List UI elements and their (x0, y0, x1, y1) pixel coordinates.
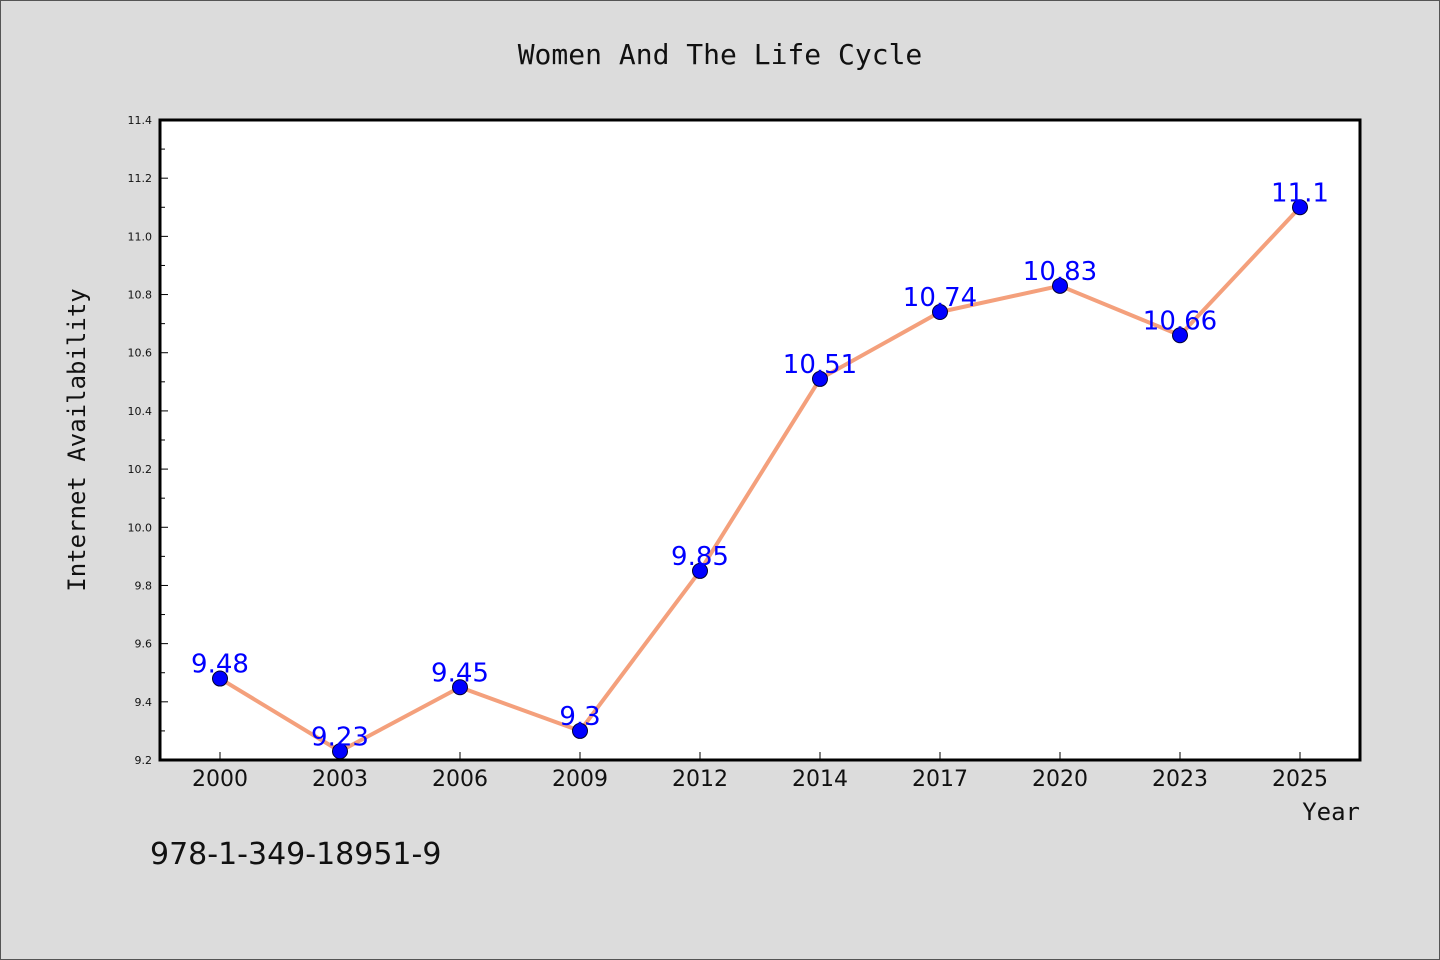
data-label: 9.85 (671, 542, 729, 572)
x-tick-label: 2023 (1152, 767, 1208, 792)
data-point (692, 562, 708, 579)
y-tick-label: 10.6 (128, 347, 153, 360)
data-label: 11.1 (1271, 178, 1329, 208)
y-axis-label: Internet Availability (63, 288, 91, 591)
data-point (1292, 199, 1308, 216)
x-tick-label: 2012 (672, 767, 728, 792)
y-tick-label: 9.6 (135, 638, 153, 651)
data-point (572, 722, 588, 739)
y-tick-label: 10.8 (128, 289, 153, 302)
x-tick-label: 2020 (1032, 767, 1088, 792)
data-labels: 9.48 9.23 9.45 9.3 9.85 10.51 10.74 10.83 10.66 1… (191, 178, 1329, 752)
data-point (1052, 277, 1068, 294)
data-label: 10.66 (1143, 306, 1217, 336)
chart-title: Women And The Life Cycle (518, 38, 923, 71)
y-tick-label: 11.2 (128, 172, 153, 185)
data-label: 9.3 (559, 702, 600, 732)
series-markers (212, 199, 1308, 760)
x-tick-label: 2003 (312, 767, 368, 792)
plot-frame (158, 118, 1362, 762)
data-point (452, 679, 468, 696)
data-label: 9.23 (311, 722, 369, 752)
data-label: 10.74 (903, 283, 977, 313)
data-point (212, 670, 228, 687)
data-point (932, 304, 948, 320)
y-tick-label: 10.0 (128, 521, 153, 534)
y-tick-label: 10.2 (128, 463, 153, 476)
plot-area (160, 120, 1360, 760)
y-tick-label: 9.4 (135, 696, 153, 709)
data-label: 10.83 (1023, 257, 1097, 287)
isbn-text: 978-1-349-18951-9 (150, 837, 441, 872)
data-point (812, 370, 828, 387)
x-tick-label: 2017 (912, 767, 968, 792)
x-axis: 2000 2003 2006 2009 2012 2014 2017 2020 2023 2025 (192, 752, 1328, 792)
x-tick-label: 2009 (552, 767, 608, 792)
data-label: 10.51 (783, 350, 857, 380)
y-tick-label: 10.4 (128, 405, 153, 418)
y-tick-label: 9.8 (135, 579, 153, 592)
x-axis-label: Year (1302, 798, 1360, 826)
y-tick-label: 11.4 (128, 114, 153, 127)
data-point (1172, 327, 1188, 344)
y-tick-label: 9.2 (135, 754, 153, 767)
data-label: 9.48 (191, 650, 249, 680)
data-label: 9.45 (431, 658, 489, 688)
x-tick-label: 2025 (1272, 767, 1328, 792)
y-tick-label: 11.0 (128, 230, 153, 243)
series-line (218, 205, 1302, 754)
x-tick-label: 2000 (192, 767, 248, 792)
x-tick-label: 2006 (432, 767, 488, 792)
x-tick-label: 2014 (792, 767, 848, 792)
